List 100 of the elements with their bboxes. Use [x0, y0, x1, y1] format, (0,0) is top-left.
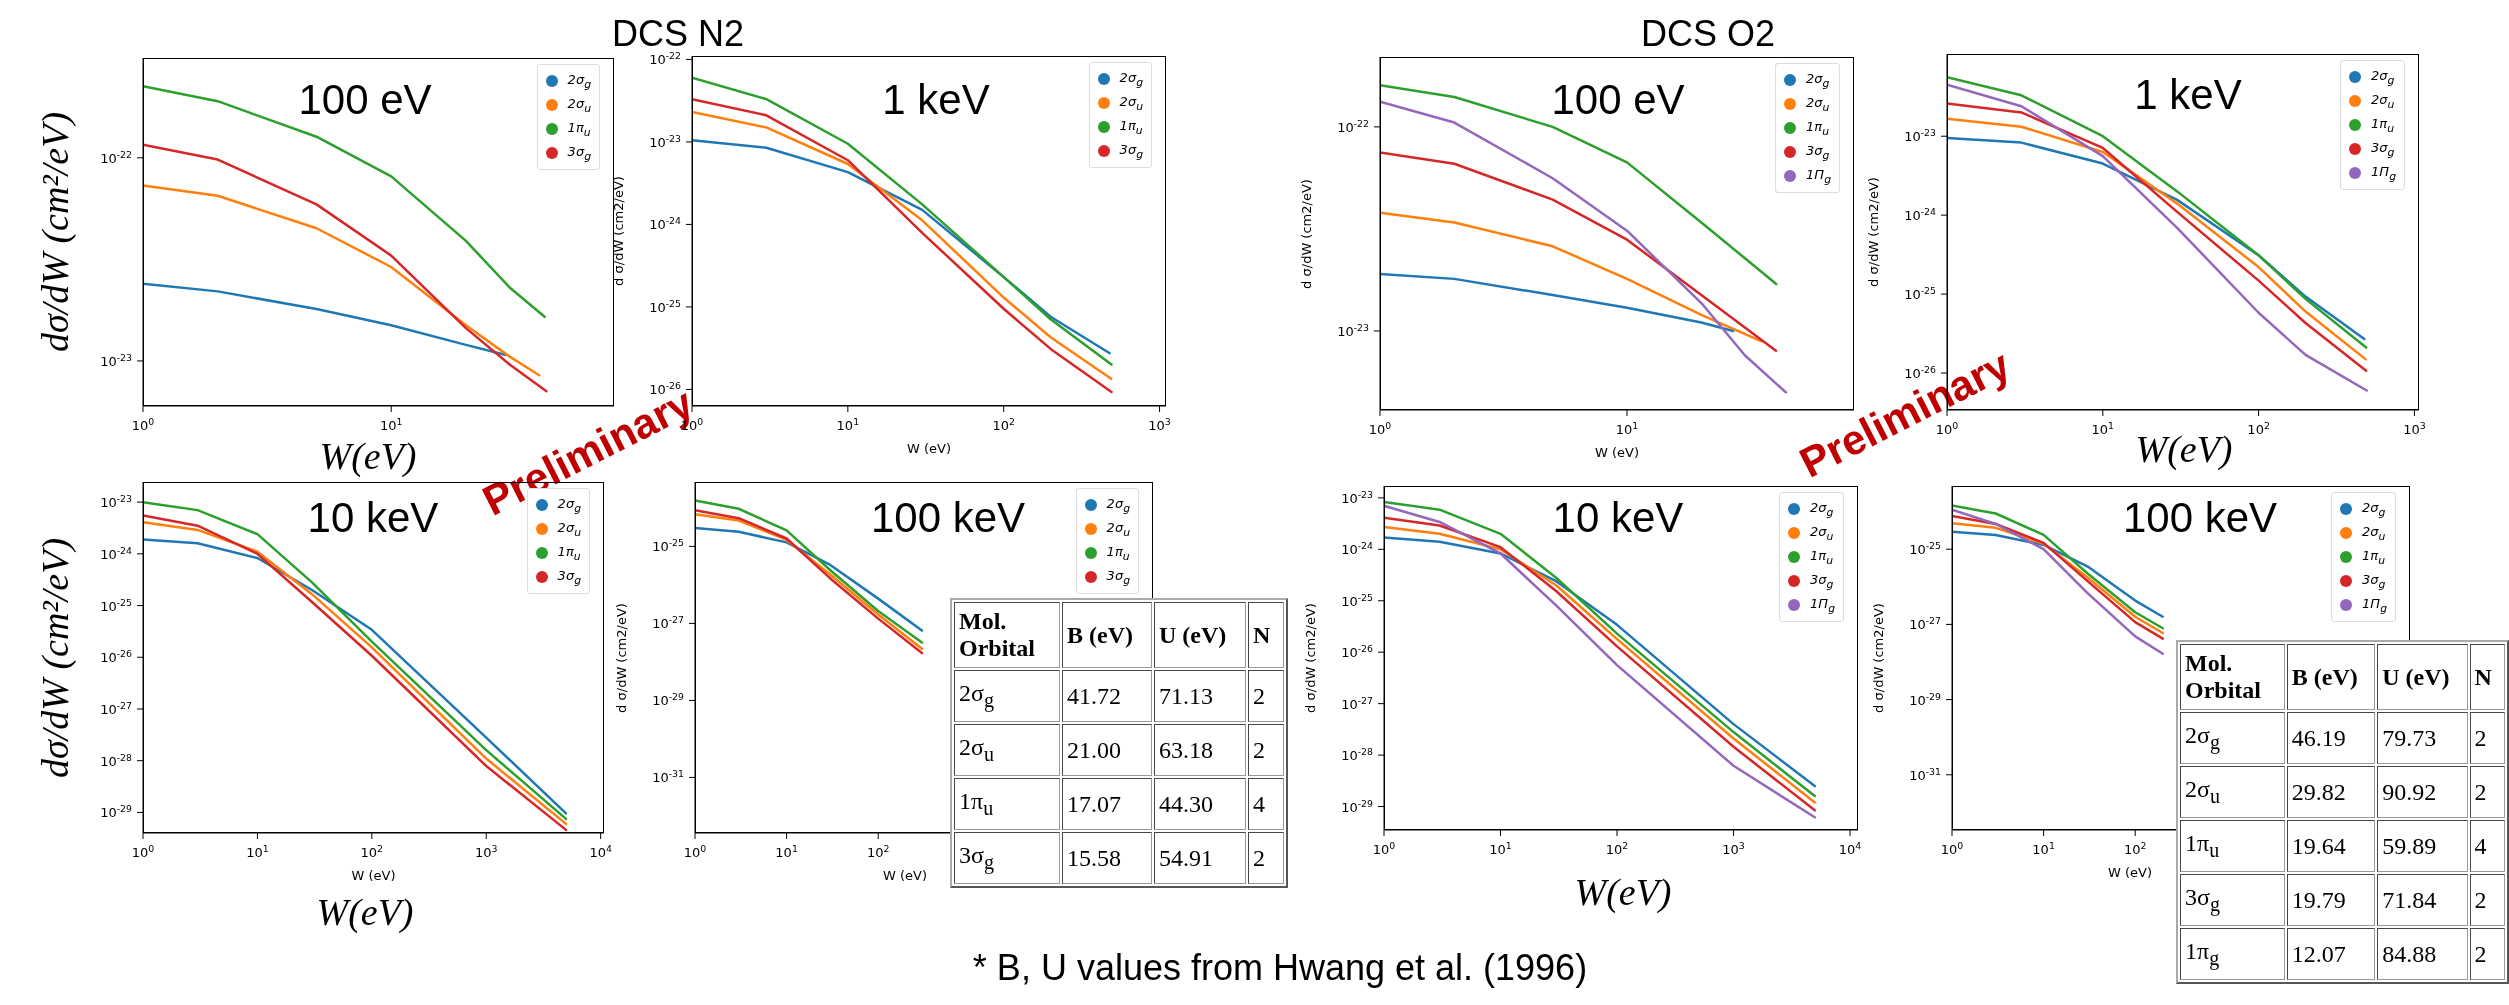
category-label: 1π$_{g}$ [2185, 938, 2220, 969]
x-tick-label: 10$^{0}$ [131, 415, 155, 433]
category-label: U (eV) [2377, 644, 2468, 710]
y-tick-label: 10$^{-25}$ [1904, 284, 1937, 303]
y-tick-label: 10$^{-23}$ [100, 351, 133, 369]
y-tick-label: 10$^{-24}$ [649, 214, 682, 233]
y-tick-label: 10$^{-23}$ [649, 132, 682, 150]
legend-label: 2σ$_{g}$ [2371, 67, 2395, 87]
text: 2 [1253, 682, 1265, 709]
chart-title: 1 keV [2134, 71, 2242, 119]
category-label: Mol. Orbital [2180, 644, 2285, 710]
x-tick-label: 10$^{1}$ [1489, 839, 1512, 857]
y-tick-label: 10$^{-24}$ [1904, 205, 1937, 224]
text: 2 [1253, 736, 1265, 763]
text: 2 [2474, 940, 2487, 967]
y-tick-label: 10$^{-29}$ [100, 802, 133, 821]
y-tick-label: 10$^{-26}$ [1341, 642, 1374, 661]
text: 4 [2474, 832, 2487, 859]
text: 1 keV [882, 76, 990, 124]
text: 100 eV [1551, 76, 1685, 124]
category-label: 2σ$_{u}$ [2185, 776, 2220, 807]
legend-label: 3σ$_{g}$ [1810, 571, 1834, 591]
x-tick-label: 10$^{1}$ [379, 415, 403, 433]
x-axis-title: W(eV) [1574, 870, 1672, 914]
chart-title: 10 keV [307, 494, 439, 542]
x-tick-label: 10$^{0}$ [1368, 419, 1392, 437]
text: 17.07 [1067, 790, 1121, 817]
text: 90.92 [2382, 778, 2437, 805]
category-label: 1π$_{u}$ [959, 788, 994, 819]
x-tick-label: 10$^{1}$ [1615, 419, 1639, 437]
text: 19.79 [2291, 886, 2346, 913]
text: 59.89 [2382, 832, 2437, 859]
category-label: 2σ$_{u}$ [959, 734, 994, 765]
category-label: U (eV) [1154, 602, 1246, 668]
y-tick-label: 10$^{-27}$ [1341, 694, 1374, 712]
legend-label: 2σ$_{g}$ [1106, 495, 1130, 515]
y-tick-label: 10$^{-23}$ [1337, 321, 1370, 339]
x-tick-label: 10$^{2}$ [992, 415, 1015, 433]
y-axis-title: d σ/dW (cm2/eV) [1870, 603, 1886, 713]
text: 19.64 [2291, 832, 2346, 859]
y-axis-title: d σ/dW (cm2/eV) [613, 602, 629, 713]
y-axis-title: d σ/dW (cm2/eV) [1298, 178, 1314, 289]
y-tick-label: 10$^{-25}$ [1341, 591, 1374, 609]
chart-title: 100 eV [298, 76, 432, 124]
x-tick-label: 10$^{1}$ [246, 842, 269, 860]
legend-label: 2σ$_{g}$ [1806, 70, 1830, 90]
x-tick-label: 10$^{0}$ [131, 842, 155, 860]
x-tick-label: 10$^{4}$ [589, 842, 612, 860]
x-axis-title: W (eV) [906, 440, 952, 456]
x-tick-label: 10$^{2}$ [2123, 839, 2147, 857]
x-axis-title: W (eV) [2107, 864, 2153, 880]
category-label: 1π$_{u}$ [2185, 830, 2220, 861]
legend-label: 3σ$_{g}$ [567, 143, 591, 163]
y-tick-label: 10$^{-25}$ [649, 297, 682, 315]
legend-label: 1π$_{u}$ [1119, 117, 1143, 137]
y-tick-label: 10$^{-22}$ [100, 148, 133, 166]
x-tick-label: 10$^{3}$ [2403, 419, 2426, 437]
x-tick-label: 10$^{1}$ [836, 415, 860, 433]
text: 63.18 [1159, 736, 1213, 763]
x-axis-title: W (eV) [351, 867, 396, 883]
text: 41.72 [1067, 682, 1121, 709]
legend-label: 2σ$_{u}$ [1806, 94, 1830, 114]
y-tick-label: 10$^{-27}$ [100, 699, 133, 717]
x-tick-label: 10$^{3}$ [1722, 839, 1745, 857]
text: 54.91 [1159, 844, 1213, 871]
text: 71.84 [2382, 886, 2437, 913]
chart-title: 10 keV [1552, 494, 1684, 542]
legend-label: 2σ$_{u}$ [557, 519, 581, 539]
legend-label: 1Π$_{g}$ [2371, 163, 2396, 183]
text: * B, U values from Hwang et al. (1996) [972, 947, 1588, 989]
legend-label: 3σ$_{g}$ [1806, 142, 1830, 162]
x-tick-label: 10$^{1}$ [775, 842, 798, 860]
y-axis-title: dσ/dW (cm²/eV) [33, 537, 77, 778]
legend-label: 1π$_{u}$ [2362, 547, 2386, 567]
text: 44.30 [1159, 790, 1213, 817]
text: 29.82 [2291, 778, 2346, 805]
x-axis-title: W (eV) [882, 867, 928, 883]
legend-label: 2σ$_{g}$ [567, 71, 591, 91]
legend-label: 1π$_{u}$ [557, 543, 581, 563]
y-axis-title: d σ/dW (cm2/eV) [1865, 177, 1881, 287]
legend-label: 1Π$_{g}$ [2362, 595, 2387, 615]
legend-label: 1Π$_{g}$ [1810, 595, 1835, 615]
x-axis-title: W (eV) [1594, 444, 1640, 460]
y-tick-label: 10$^{-24}$ [100, 544, 133, 562]
y-tick-label: 10$^{-22}$ [649, 49, 682, 68]
y-tick-label: 10$^{-25}$ [652, 536, 685, 555]
text: 2 [2474, 724, 2487, 751]
x-axis-title: W(eV) [319, 434, 417, 478]
legend-label: 2σ$_{g}$ [1810, 499, 1834, 519]
y-axis-title: d σ/dW (cm2/eV) [1302, 603, 1318, 713]
category-label: 2σ$_{g}$ [2185, 722, 2220, 753]
y-tick-label: 10$^{-28}$ [1341, 745, 1374, 764]
x-axis-title: W(eV) [2135, 427, 2233, 471]
legend-label: 1π$_{u}$ [567, 119, 591, 139]
y-tick-label: 10$^{-25}$ [100, 596, 133, 614]
x-tick-label: 10$^{2}$ [360, 842, 384, 860]
y-tick-label: 10$^{-25}$ [1909, 539, 1942, 558]
x-tick-label: 10$^{4}$ [1838, 839, 1862, 857]
legend-label: 3σ$_{g}$ [1106, 567, 1130, 587]
legend-label: 2σ$_{u}$ [1119, 93, 1143, 113]
